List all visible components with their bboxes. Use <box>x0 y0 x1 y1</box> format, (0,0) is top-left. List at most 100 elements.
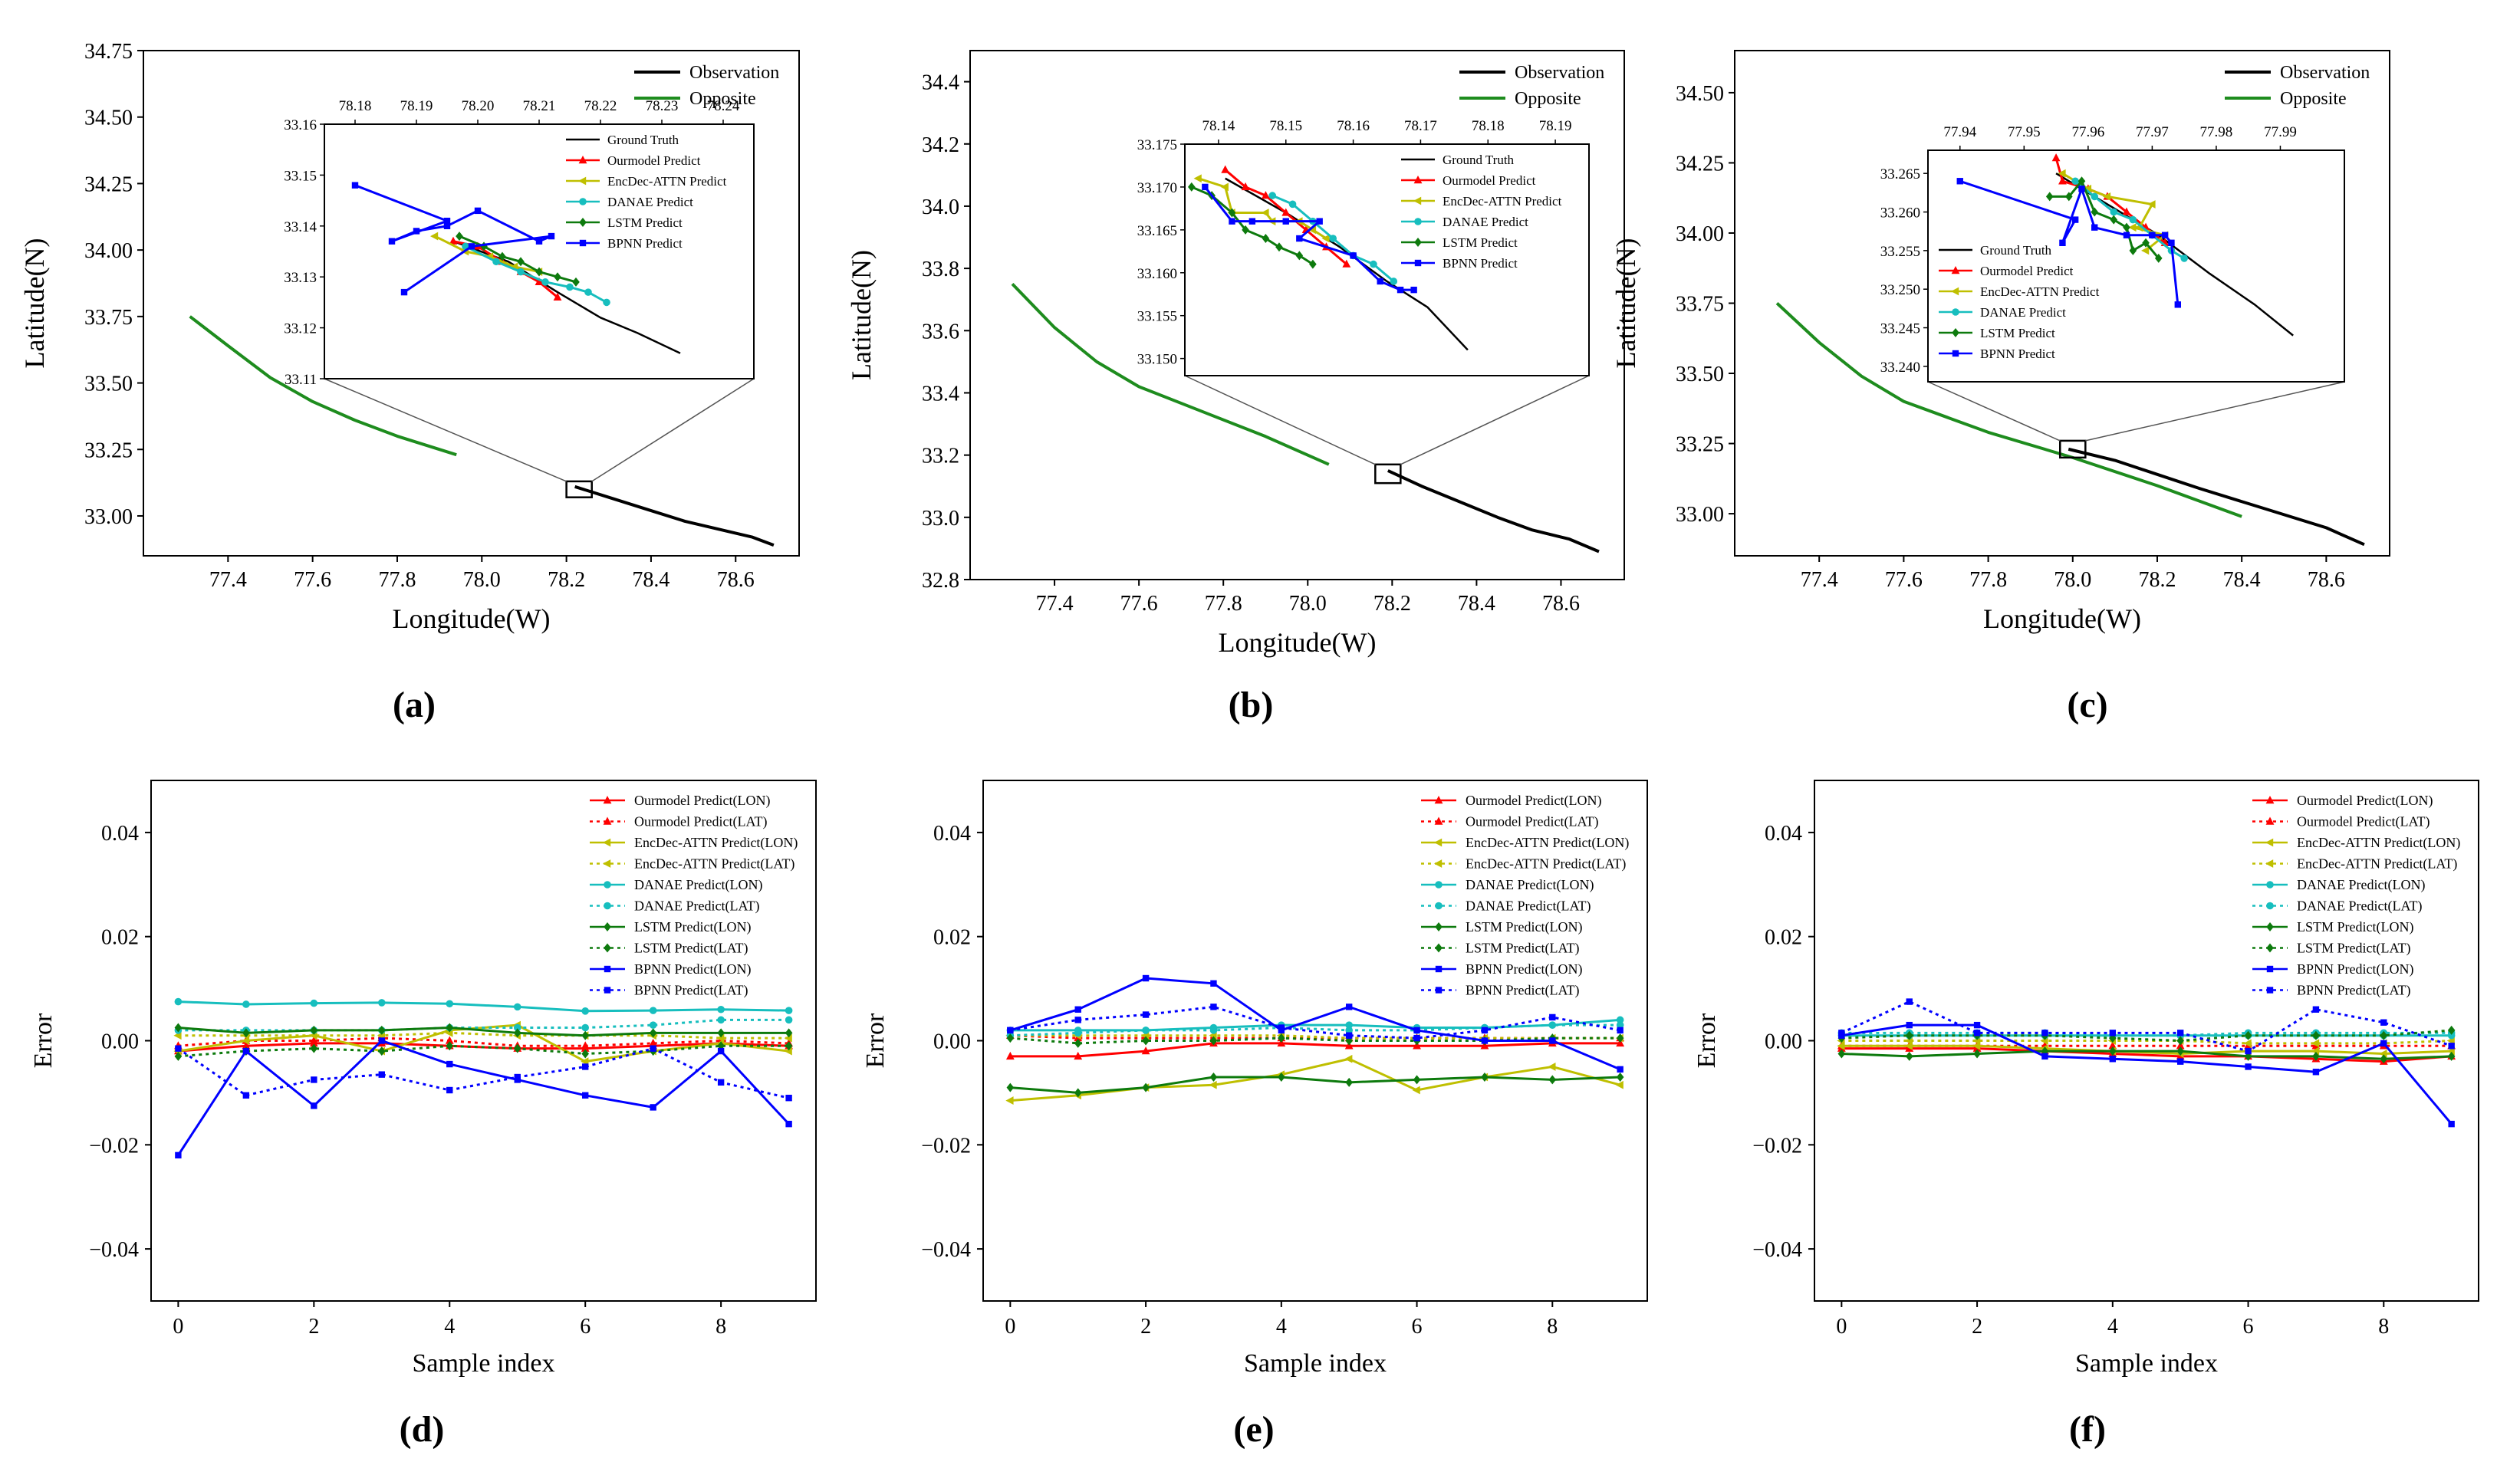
legend-label-encdec-attn-predict-lon: EncDec-ATTN Predict(LON) <box>1466 835 1629 851</box>
series-encdec-attn-predict-lon-line <box>1841 1044 2452 1055</box>
series-bpnn-predict-lat-marker <box>1838 1030 1845 1036</box>
inset-y-tick-label: 33.175 <box>1137 137 1177 153</box>
series-danae-predict-lon-marker <box>513 1003 521 1011</box>
series-encdec-attn-predict-lon-line <box>1010 1057 1621 1102</box>
series-encdec-attn-predict-lon-marker <box>2379 1050 2387 1058</box>
inset-x-tick-label: 77.94 <box>1943 124 1976 140</box>
legend-ourmodel-predict-lon-marker <box>2265 796 2275 804</box>
legend-lstm-predict-lon-marker <box>604 922 611 931</box>
legend-label-observation: Observation <box>1515 63 1604 83</box>
series-bpnn-predict-lat-marker <box>1617 1027 1624 1034</box>
y-tick-label: 0.04 <box>1765 822 1802 846</box>
inset-legend-label-bpnn-predict: BPNN Predict <box>1980 347 2055 361</box>
series-encdec-attn-predict-lat-marker <box>2243 1039 2252 1048</box>
series-lstm-predict-lon-marker <box>2109 1046 2117 1056</box>
series-lstm-predict-lon-marker <box>1413 1075 1421 1085</box>
series-danae-predict-lat-marker <box>785 1016 793 1024</box>
series-danae-predict-lon-marker <box>649 1007 657 1014</box>
x-tick-label: 78.6 <box>2308 568 2345 592</box>
y-tick-label: 0.04 <box>101 822 139 846</box>
x-tick-label: 78.4 <box>1458 592 1495 616</box>
inset-legend-ourmodel-predict-marker <box>1413 176 1423 184</box>
inset-series-encdec-attn-predict-marker <box>2141 246 2150 255</box>
inset-series-bpnn-predict-line <box>1959 179 2180 305</box>
series-danae-predict-lat-marker <box>1209 1027 1218 1034</box>
series-bpnn-predict-lon-marker <box>2245 1063 2252 1070</box>
legend-label-observation: Observation <box>689 63 779 83</box>
y-axis-label: Latitude(N) <box>846 250 877 380</box>
inset-legend-label-ground-truth: Ground Truth <box>1980 243 2052 258</box>
y-tick-label: 34.50 <box>1676 82 1724 106</box>
inset-y-tick-label: 33.160 <box>1137 266 1177 282</box>
inset-series-bpnn-predict-marker <box>1202 183 1209 191</box>
x-tick-label: 2 <box>1140 1315 1151 1339</box>
series-lstm-predict-lon-line <box>178 1027 789 1037</box>
zoom-connector <box>1184 375 1376 465</box>
inset-plot-c <box>1927 149 2345 383</box>
series-bpnn-predict-lon-marker <box>1210 980 1217 987</box>
legend-label-danae-predict-lat: DANAE Predict(LAT) <box>1466 898 1591 915</box>
inset-series-ourmodel-predict-marker <box>1241 182 1250 191</box>
chart-panel-a: 77.4 77.6 77.8 78.0 78.2 78.4 78.6 33.00 33.25 33… <box>19 40 800 725</box>
y-tick-label: 33.0 <box>922 507 959 531</box>
x-tick-label: 77.8 <box>378 568 416 592</box>
series-bpnn-predict-lon-marker <box>446 1060 453 1068</box>
x-tick-label: 6 <box>1412 1315 1423 1339</box>
series-encdec-attn-predict-lat-line <box>178 1031 789 1040</box>
series-encdec-attn-predict-lon-marker <box>241 1036 250 1045</box>
y-tick-label: 0.00 <box>1765 1030 1802 1054</box>
inset-series-ourmodel-predict-marker <box>449 236 458 245</box>
series-bpnn-predict-lat-marker <box>1345 1032 1353 1039</box>
series-danae-predict-lon-line <box>1010 1018 1620 1032</box>
legend-label-encdec-attn-predict-lon: EncDec-ATTN Predict(LON) <box>2297 835 2460 851</box>
series-lstm-predict-lat-marker <box>310 1043 318 1053</box>
legend-label-lstm-predict-lon: LSTM Predict(LON) <box>634 919 751 935</box>
chart-panel-e: 0 2 4 6 8 −0.04 −0.02 0.00 0.02 0.04 Sample index E… <box>861 780 1648 1450</box>
legend-danae-predict-lat-marker <box>604 902 611 910</box>
series-bpnn-predict-lat-marker <box>1481 1027 1489 1034</box>
series-lstm-predict-lat-marker <box>785 1041 793 1051</box>
x-tick-label: 4 <box>2107 1315 2118 1339</box>
inset-legend-label-ground-truth: Ground Truth <box>1443 153 1515 167</box>
series-lstm-predict-lon-marker <box>2041 1046 2049 1056</box>
inset-series-bpnn-predict-marker <box>443 222 451 229</box>
inset-series-bpnn-predict-line <box>1204 186 1414 291</box>
y-tick-label: 0.02 <box>101 926 139 950</box>
y-axis-label: Error <box>29 1013 58 1068</box>
inset-series-bpnn-predict-marker <box>2161 232 2169 238</box>
x-tick-label: 0 <box>1836 1315 1847 1339</box>
series-opposite-line <box>1011 283 1330 466</box>
inset-series-lstm-predict-marker <box>2142 238 2150 248</box>
x-axis-label: Longitude(W) <box>393 603 551 634</box>
legend-label-bpnn-predict-lon: BPNN Predict(LON) <box>2297 961 2413 977</box>
inset-series-ourmodel-predict-marker <box>553 292 562 301</box>
inset-legend-label-encdec-attn-predict: EncDec-ATTN Predict <box>607 174 727 189</box>
series-bpnn-predict-lat-marker <box>2041 1030 2048 1036</box>
inset-legend-label-lstm-predict: LSTM Predict <box>1443 235 1518 250</box>
y-tick-label: 34.25 <box>84 172 133 196</box>
inset-y-tick-label: 33.150 <box>1137 352 1177 368</box>
inset-series-ourmodel-predict-marker <box>1281 208 1291 216</box>
series-lstm-predict-lat-marker <box>1616 1033 1624 1043</box>
series-bpnn-predict-lon-marker <box>2041 1053 2048 1060</box>
y-tick-label: 34.25 <box>1676 152 1724 176</box>
legend-ourmodel-predict-lon-marker <box>1434 796 1443 804</box>
inset-series-lstm-predict-marker <box>1262 234 1270 244</box>
y-tick-label: 0.04 <box>933 822 971 846</box>
inset-series-lstm-predict-marker <box>572 277 580 287</box>
series-lstm-predict-lon-marker <box>174 1023 183 1033</box>
panel-label-b: (b) <box>1229 685 1274 725</box>
legend-label-opposite: Opposite <box>1515 89 1581 109</box>
y-axis-label: Error <box>1693 1013 1721 1068</box>
inset-series-danae-predict-marker <box>2180 255 2188 262</box>
inset-series-bpnn-predict-marker <box>1397 286 1404 294</box>
legend-encdec-attn-predict-lon-marker <box>603 838 611 847</box>
inset-series-bpnn-predict-marker <box>2071 216 2079 223</box>
panel-label-e: (e) <box>1233 1409 1274 1450</box>
series-bpnn-predict-lon-line <box>1009 977 1621 1071</box>
inset-y-tick-label: 33.16 <box>284 117 317 133</box>
legend-label-lstm-predict-lon: LSTM Predict(LON) <box>1466 919 1582 935</box>
inset-series-encdec-attn-predict-marker <box>430 232 439 241</box>
chart-panel-f: 0 2 4 6 8 −0.04 −0.02 0.00 0.02 0.04 Sample index E… <box>1693 780 2479 1450</box>
series-bpnn-predict-lon-marker <box>1549 1037 1556 1044</box>
